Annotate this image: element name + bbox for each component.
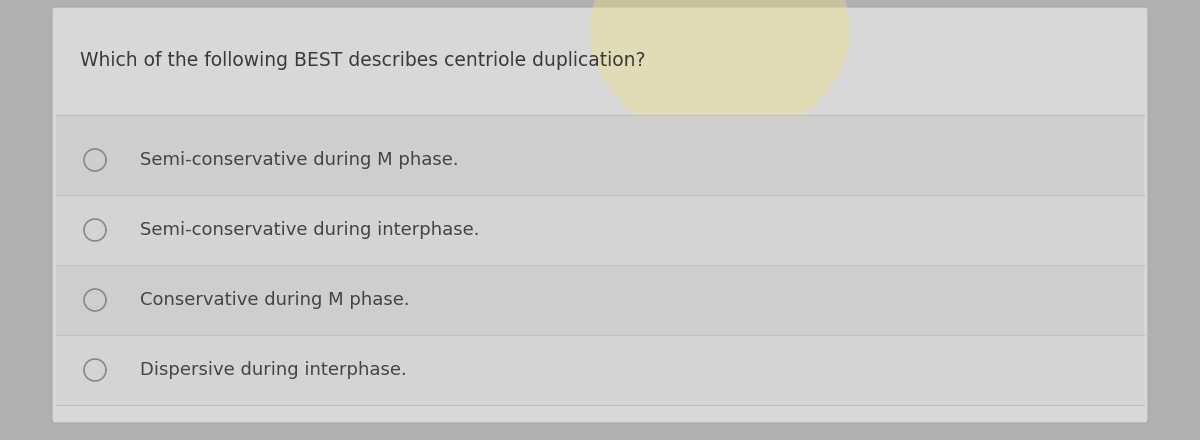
FancyBboxPatch shape (56, 265, 1144, 335)
Text: Semi-conservative during M phase.: Semi-conservative during M phase. (140, 151, 458, 169)
Text: Dispersive during interphase.: Dispersive during interphase. (140, 361, 407, 379)
FancyBboxPatch shape (56, 195, 1144, 265)
Text: Conservative during M phase.: Conservative during M phase. (140, 291, 409, 309)
Text: Semi-conservative during interphase.: Semi-conservative during interphase. (140, 221, 480, 239)
FancyBboxPatch shape (56, 335, 1144, 405)
Ellipse shape (590, 0, 850, 140)
FancyBboxPatch shape (56, 115, 1144, 195)
FancyBboxPatch shape (52, 7, 1148, 423)
Text: Which of the following BEST describes centriole duplication?: Which of the following BEST describes ce… (80, 51, 646, 70)
